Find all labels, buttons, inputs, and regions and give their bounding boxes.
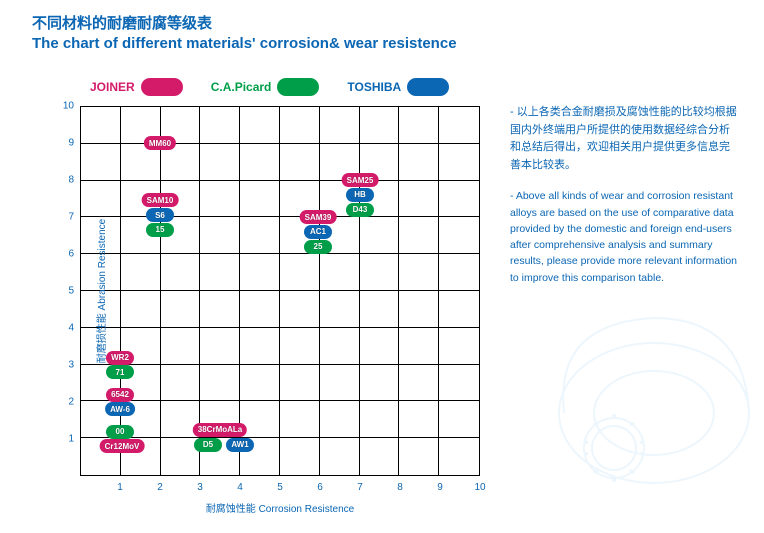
data-point: 15 [146,223,174,237]
legend-label: TOSHIBA [347,80,401,94]
x-tick: 9 [437,482,443,493]
x-tick: 2 [157,482,163,493]
legend-label: JOINER [90,80,135,94]
data-point: AC1 [304,225,332,239]
legend-swatch [277,78,319,96]
data-point: 00 [106,425,134,439]
x-tick: 3 [197,482,203,493]
legend-swatch [141,78,183,96]
data-point: 38CrMoALa [193,423,247,437]
legend-label: C.A.Picard [211,80,272,94]
y-tick: 1 [68,434,74,445]
chart-title-block: 不同材料的耐磨耐腐等级表 The chart of different mate… [32,14,457,53]
data-point: SAM10 [142,193,179,207]
data-point: 71 [106,365,134,379]
legend-swatch [407,78,449,96]
y-tick: 8 [68,175,74,186]
title-english: The chart of different materials' corros… [32,34,457,54]
data-point: D43 [346,203,374,217]
background-gear-illustration [494,263,764,533]
x-axis-label: 耐腐蚀性能 Corrosion Resistence [206,500,354,515]
data-point: SAM25 [342,173,379,187]
x-tick: 8 [397,482,403,493]
legend-item: C.A.Picard [211,78,320,96]
x-tick: 7 [357,482,363,493]
data-point: AW-6 [105,402,135,416]
y-axis-label: 耐磨损性能 Abrasion Resistence [93,219,108,364]
y-tick: 7 [68,212,74,223]
data-point: MM60 [144,136,176,150]
x-tick: 5 [277,482,283,493]
x-tick: 6 [317,482,323,493]
title-chinese: 不同材料的耐磨耐腐等级表 [32,14,457,34]
chart-legend: JOINER C.A.Picard TOSHIBA [90,78,449,96]
data-point: Cr12MoV [100,439,145,453]
data-point: S6 [146,208,174,222]
x-tick: 4 [237,482,243,493]
data-point: 6542 [106,388,134,402]
data-point: HB [346,188,374,202]
y-tick: 2 [68,397,74,408]
legend-item: TOSHIBA [347,78,449,96]
chart-grid [80,106,480,476]
x-tick: 1 [117,482,123,493]
data-point: SAM39 [300,210,337,224]
legend-item: JOINER [90,78,183,96]
data-point: 25 [304,240,332,254]
description-chinese: - 以上各类合金耐磨损及腐蚀性能的比较均根据国内外终端用户所提供的使用数据经综合… [510,104,738,174]
description-english: - Above all kinds of wear and corrosion … [510,188,738,286]
y-tick: 5 [68,286,74,297]
data-point: AW1 [226,438,254,452]
data-point: WR2 [106,351,134,365]
scatter-chart: 耐磨损性能 Abrasion Resistence 耐腐蚀性能 Corrosio… [80,106,480,476]
y-tick: 9 [68,138,74,149]
y-tick: 4 [68,323,74,334]
y-tick: 6 [68,249,74,260]
data-point: D5 [194,438,222,452]
x-tick: 10 [474,482,485,493]
y-tick: 3 [68,360,74,371]
y-tick: 10 [63,101,74,112]
description-block: - 以上各类合金耐磨损及腐蚀性能的比较均根据国内外终端用户所提供的使用数据经综合… [510,104,738,286]
